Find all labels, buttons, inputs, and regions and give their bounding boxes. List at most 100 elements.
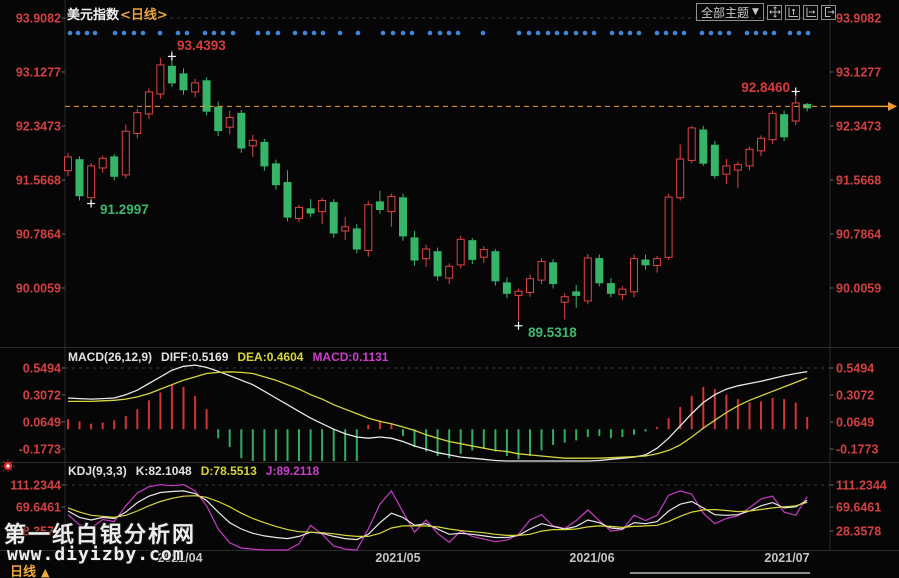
price-annotation: 92.8460 [741, 80, 790, 95]
event-dot [75, 30, 81, 36]
candle-body [87, 165, 96, 199]
event-dot [573, 30, 579, 36]
event-dot [582, 30, 588, 36]
candle-body [283, 182, 292, 218]
candle-body [549, 262, 558, 285]
event-dot [92, 30, 98, 36]
kdj-header: KDJ(9,3,3) K:82.1048 D:78.5513 J:89.2118 [68, 464, 328, 478]
x-axis-label: 2021/07 [764, 551, 809, 565]
event-dot [140, 30, 146, 36]
event-dot [516, 30, 522, 36]
candle-body [722, 165, 731, 175]
event-dot [320, 30, 326, 36]
kdj-params: KDJ(9,3,3) [68, 464, 127, 478]
zoom-x-axis-button[interactable] [803, 4, 818, 20]
candle-body [491, 251, 500, 282]
y-axis-label: 69.6461 [16, 501, 61, 515]
event-dot [480, 30, 486, 36]
candle-body [502, 282, 511, 294]
event-dot [708, 30, 714, 36]
candle-body [422, 248, 431, 260]
event-dot [699, 30, 705, 36]
event-dot [131, 30, 137, 36]
zoom-y-axis-icon [788, 7, 798, 17]
event-dot [455, 30, 461, 36]
event-dot [112, 30, 118, 36]
macd-params: MACD(26,12,9) [68, 350, 153, 364]
theme-dropdown[interactable]: 全部主题 ▼ [696, 3, 764, 21]
macd-dea-line [68, 371, 808, 459]
shift-right-button[interactable] [821, 4, 836, 20]
event-dot [636, 30, 642, 36]
candle-body [780, 114, 789, 138]
candle-body [133, 112, 142, 134]
y-axis-label: 28.3578 [16, 525, 61, 539]
candle-body [768, 112, 777, 141]
y-axis-label: 90.7864 [836, 228, 881, 242]
y-axis-label: 0.3072 [23, 389, 61, 403]
event-dot [446, 30, 452, 36]
event-dot [220, 30, 226, 36]
candle-body [791, 102, 800, 122]
zoom-x-axis-icon [806, 7, 816, 17]
y-axis-label: 93.1277 [16, 66, 61, 80]
y-axis-label: 92.3473 [16, 120, 61, 134]
event-dot [663, 30, 669, 36]
bottom-period-text: 日线 [10, 565, 37, 578]
candle-body [410, 237, 419, 261]
event-dot [175, 30, 181, 36]
candle-body [225, 117, 234, 128]
chart-toolbar: 全部主题 ▼ [696, 3, 836, 21]
macd-header: MACD(26,12,9) DIFF:0.5169 DEA:0.4604 MACD:0… [68, 350, 397, 364]
candle-body [64, 156, 72, 172]
event-dot [437, 30, 443, 36]
candle-body [75, 159, 84, 197]
candle-body [653, 258, 662, 267]
pan-icon [768, 6, 781, 18]
y-axis-label: 91.5668 [836, 174, 881, 188]
candle-body [144, 91, 153, 115]
candle-body [329, 202, 338, 234]
event-dot [681, 30, 687, 36]
bottom-period-label[interactable]: 日线 ▲ [10, 561, 49, 578]
event-dot [184, 30, 190, 36]
candle-body [364, 204, 373, 251]
event-dot [355, 30, 361, 36]
event-dot [591, 30, 597, 36]
scrollbar-thumb[interactable] [630, 572, 810, 574]
event-dot [67, 30, 73, 36]
event-dot [380, 30, 386, 36]
y-axis-label: 93.1277 [836, 66, 881, 80]
event-dot [275, 30, 281, 36]
candle-body [583, 257, 592, 302]
candle-body [479, 249, 488, 258]
event-dot [753, 30, 759, 36]
zoom-y-axis-button[interactable] [785, 4, 800, 20]
chevron-down-icon: ▼ [752, 7, 759, 17]
x-axis-label: 2021/05 [375, 551, 420, 565]
shift-right-icon [824, 7, 834, 17]
candle-body [699, 129, 708, 164]
y-axis-label: 0.5494 [836, 362, 874, 376]
candle-body [352, 228, 361, 250]
event-dot [627, 30, 633, 36]
instrument-name: 美元指数 [67, 8, 120, 23]
event-dot [771, 30, 777, 36]
watermark-site-url: www.diyizby.com [7, 544, 185, 565]
candle-body [745, 148, 754, 167]
y-axis-label: 90.0059 [16, 282, 61, 296]
pan-button[interactable] [767, 4, 782, 20]
event-dot [390, 30, 396, 36]
candle-body [295, 206, 303, 219]
candle-body [110, 156, 119, 177]
indicator-marker-icon[interactable] [1, 459, 15, 473]
event-dot [121, 30, 127, 36]
candle-body [191, 82, 200, 93]
macd-dea-value: DEA:0.4604 [237, 350, 304, 364]
candle-body [733, 164, 742, 171]
candle-body [606, 283, 615, 294]
event-dot [84, 30, 90, 36]
event-dot [292, 30, 298, 36]
